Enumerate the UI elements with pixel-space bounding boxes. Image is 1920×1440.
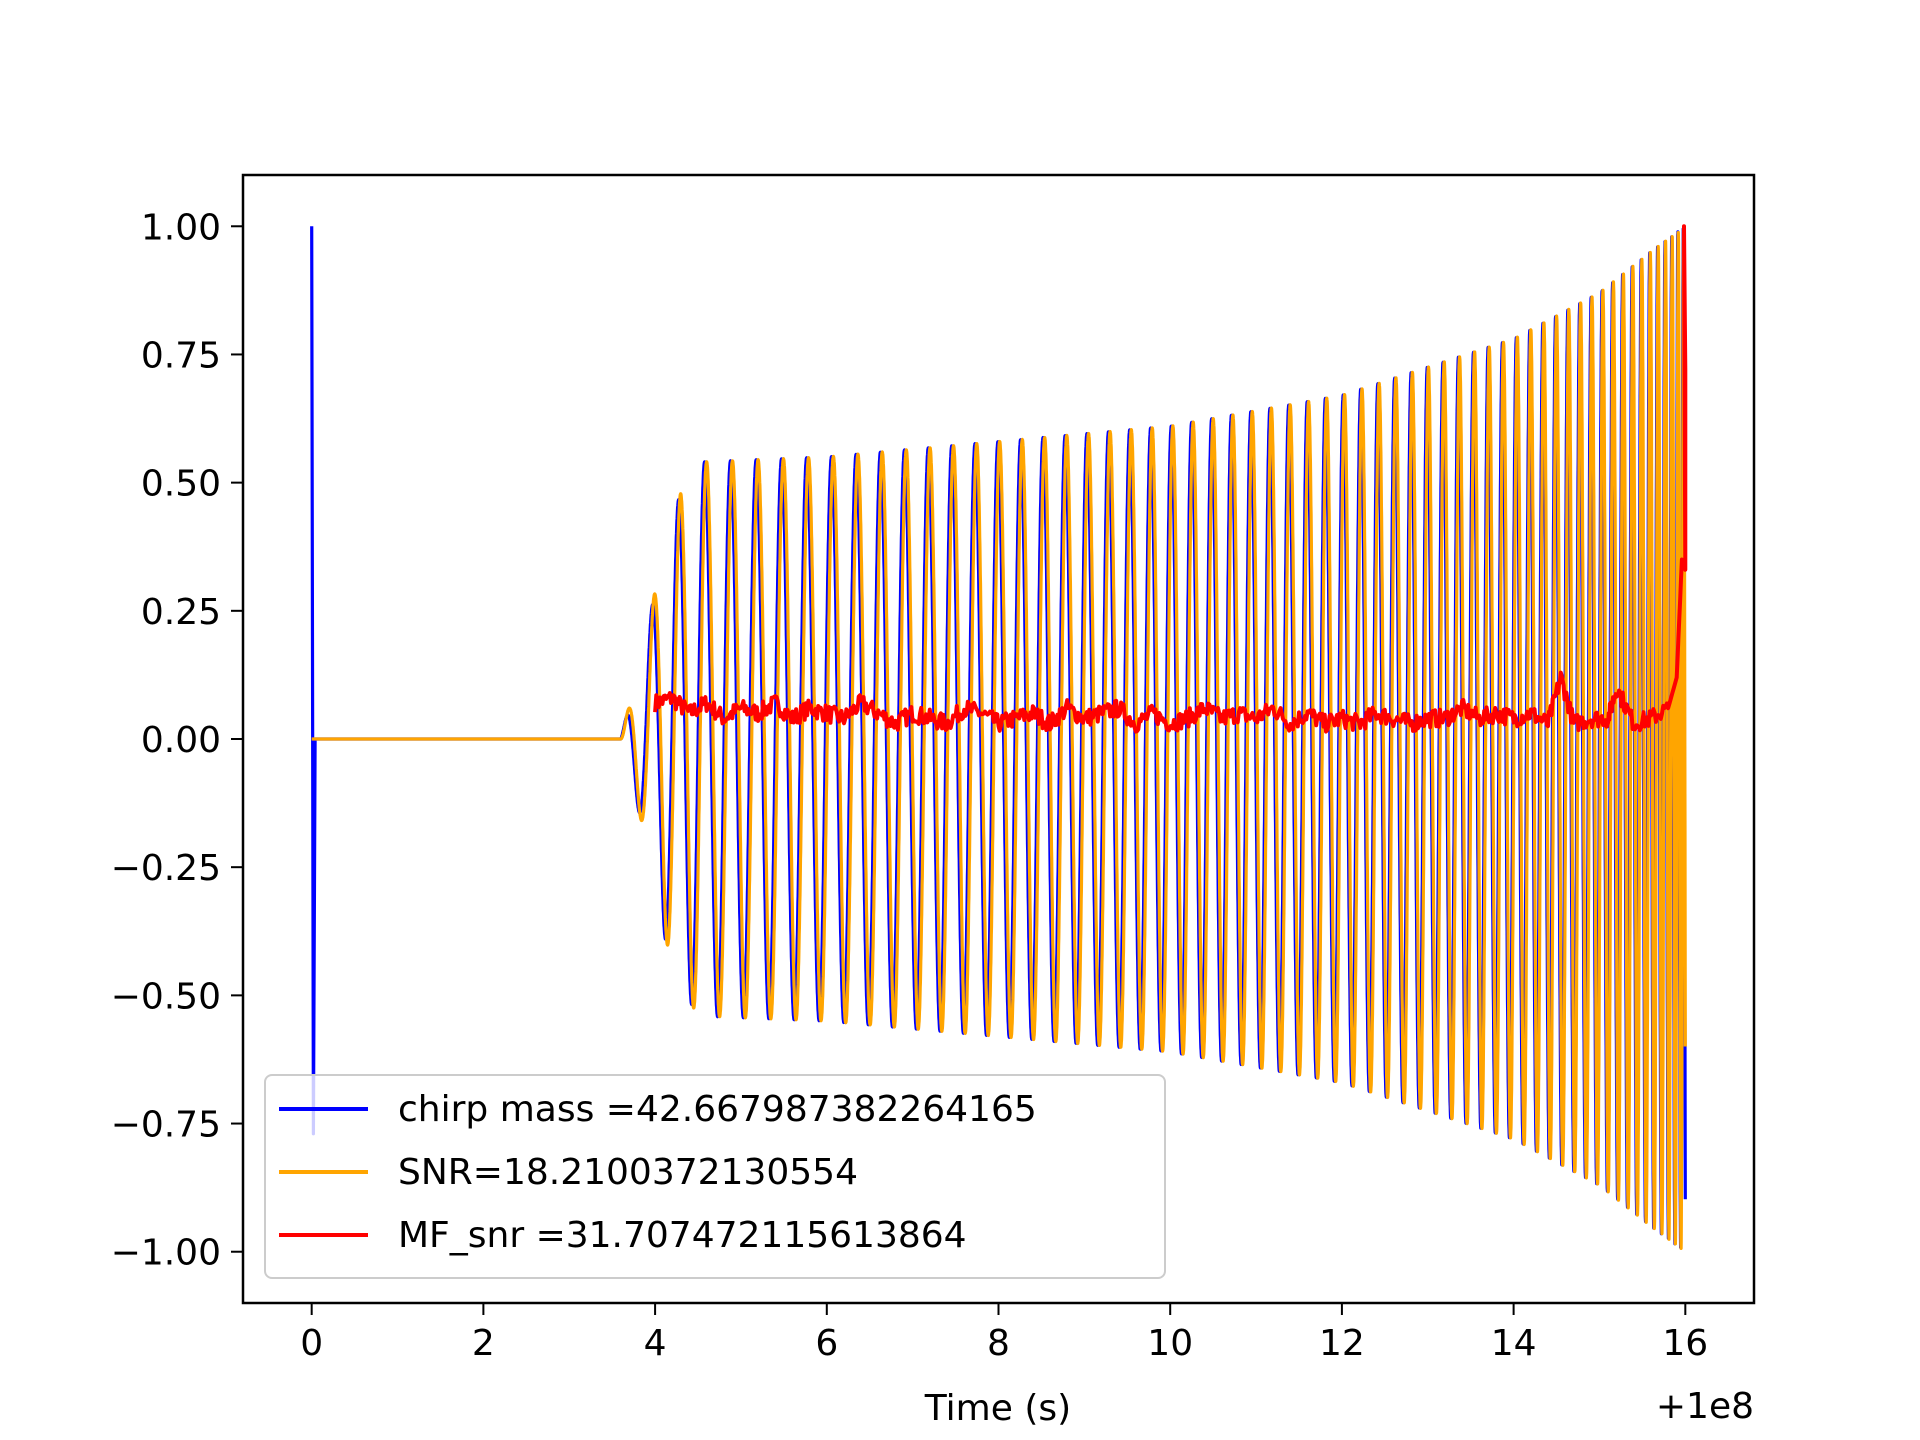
legend-label-mf-snr: MF_snr =31.707472115613864: [398, 1215, 967, 1256]
y-tick-label: −0.75: [111, 1105, 221, 1146]
x-tick-label: 4: [644, 1323, 667, 1364]
y-tick-label: −1.00: [111, 1233, 221, 1274]
x-axis: 0 2 4 6 8 10 12 14 16: [300, 1303, 1708, 1364]
legend: chirp mass =42.667987382264165 SNR=18.21…: [264, 1074, 1166, 1279]
series-line-snr: [311, 226, 1687, 1251]
x-tick-label: 2: [472, 1323, 495, 1364]
y-tick-label: 0.00: [141, 720, 221, 761]
legend-box: [264, 1074, 1166, 1279]
y-tick-label: 0.25: [141, 592, 221, 633]
x-axis-label: Time (s): [924, 1388, 1071, 1429]
x-tick-label: 6: [815, 1323, 838, 1364]
series-line-mf-snr: [653, 224, 1688, 734]
y-tick-label: −0.50: [111, 976, 221, 1017]
y-axis: 1.00 0.75 0.50 0.25 0.00 −0.25 −0.50 −0.75 −1.00: [111, 207, 243, 1274]
y-tick-label: 0.75: [141, 335, 221, 376]
x-tick-label: 14: [1491, 1323, 1537, 1364]
series-layer: [310, 224, 1688, 1251]
x-tick-label: 0: [300, 1323, 323, 1364]
legend-label-snr: SNR=18.2100372130554: [398, 1152, 858, 1193]
x-tick-label: 12: [1319, 1323, 1365, 1364]
legend-label-chirp-mass: chirp mass =42.667987382264165: [398, 1089, 1037, 1130]
y-tick-label: −0.25: [111, 848, 221, 889]
x-tick-label: 8: [987, 1323, 1010, 1364]
x-tick-label: 16: [1662, 1323, 1708, 1364]
y-tick-label: 0.50: [141, 464, 221, 505]
x-axis-offset-label: +1e8: [1656, 1386, 1754, 1427]
x-tick-label: 10: [1147, 1323, 1193, 1364]
y-tick-label: 1.00: [141, 207, 221, 248]
